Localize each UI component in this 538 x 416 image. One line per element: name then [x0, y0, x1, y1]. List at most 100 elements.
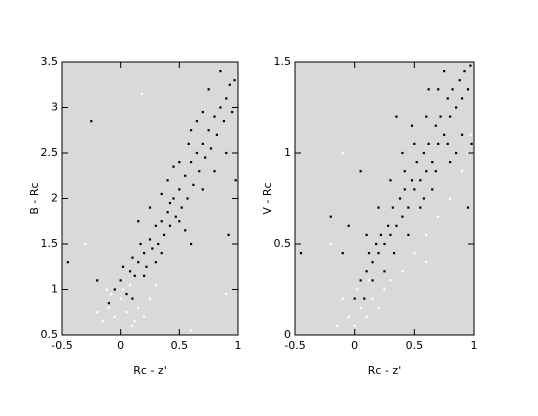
- point: [187, 142, 190, 145]
- point: [425, 170, 428, 173]
- point: [178, 220, 181, 223]
- point: [329, 242, 332, 246]
- point: [207, 88, 210, 91]
- point: [107, 302, 111, 305]
- point: [139, 242, 142, 246]
- point: [460, 170, 464, 173]
- point: [195, 120, 199, 123]
- point: [189, 329, 193, 332]
- point: [110, 292, 113, 296]
- point: [407, 206, 410, 209]
- point: [379, 233, 383, 236]
- point: [359, 306, 362, 309]
- point: [419, 206, 422, 209]
- point: [225, 151, 228, 155]
- x-axis-label: Rc - z': [368, 364, 401, 377]
- point: [392, 252, 396, 255]
- point: [425, 233, 428, 236]
- point: [222, 120, 226, 123]
- point: [443, 70, 446, 73]
- point: [415, 161, 418, 164]
- point: [427, 142, 430, 145]
- point: [219, 70, 222, 73]
- point: [148, 206, 152, 209]
- point: [359, 279, 362, 282]
- point: [443, 133, 446, 136]
- point: [431, 161, 434, 164]
- point: [383, 288, 386, 291]
- point: [168, 201, 172, 205]
- point: [140, 92, 143, 95]
- point: [386, 224, 390, 227]
- point: [160, 192, 163, 196]
- y-tick-label: 0: [284, 328, 291, 341]
- point: [329, 215, 332, 218]
- point: [184, 174, 187, 177]
- point: [133, 274, 136, 277]
- point: [437, 88, 440, 91]
- point: [449, 115, 452, 118]
- point: [413, 142, 416, 145]
- point: [119, 297, 122, 300]
- point: [137, 220, 140, 223]
- point: [460, 133, 464, 136]
- point: [401, 151, 404, 155]
- plot-frame: [294, 61, 475, 336]
- point: [154, 261, 157, 264]
- y-tick-label: 1.5: [274, 55, 292, 68]
- plot-area: [295, 62, 474, 335]
- point: [377, 206, 380, 209]
- point: [189, 129, 193, 132]
- point: [131, 256, 134, 259]
- point: [201, 110, 204, 114]
- point: [231, 110, 234, 114]
- point: [131, 324, 134, 327]
- point: [90, 120, 93, 123]
- y-tick-label: 3.5: [41, 55, 59, 68]
- point: [363, 297, 366, 300]
- point: [178, 161, 181, 164]
- point: [143, 252, 146, 255]
- point: [207, 129, 210, 132]
- point: [470, 142, 473, 145]
- point: [377, 252, 380, 255]
- point: [371, 297, 374, 300]
- point: [178, 188, 181, 191]
- x-tick-label: 0: [117, 339, 124, 352]
- point: [367, 252, 371, 255]
- point: [371, 261, 374, 264]
- point: [341, 252, 344, 255]
- y-tick-label: 0.5: [274, 237, 292, 250]
- point: [383, 270, 386, 273]
- point: [166, 179, 169, 182]
- point: [172, 197, 175, 200]
- point: [395, 115, 398, 118]
- point: [355, 288, 359, 291]
- point: [189, 242, 193, 246]
- point: [401, 270, 404, 273]
- point: [225, 97, 228, 100]
- y-tick-label: 2: [51, 192, 58, 205]
- y-tick-label: 0.5: [41, 328, 59, 341]
- point: [133, 320, 136, 323]
- point: [466, 88, 470, 91]
- point: [96, 279, 99, 282]
- x-tick-label: -0.5: [284, 339, 305, 352]
- point: [192, 183, 195, 186]
- point: [365, 270, 368, 273]
- point: [101, 320, 105, 323]
- point: [213, 115, 216, 118]
- point: [215, 133, 218, 136]
- point: [160, 220, 163, 223]
- point: [137, 261, 140, 264]
- point: [225, 292, 228, 296]
- point: [184, 229, 187, 232]
- point: [375, 242, 378, 246]
- point: [186, 197, 189, 200]
- x-tick-label: 1: [235, 339, 242, 352]
- point: [166, 211, 169, 214]
- y-tick-label: 1: [284, 146, 291, 159]
- point: [469, 64, 472, 67]
- point: [449, 161, 452, 164]
